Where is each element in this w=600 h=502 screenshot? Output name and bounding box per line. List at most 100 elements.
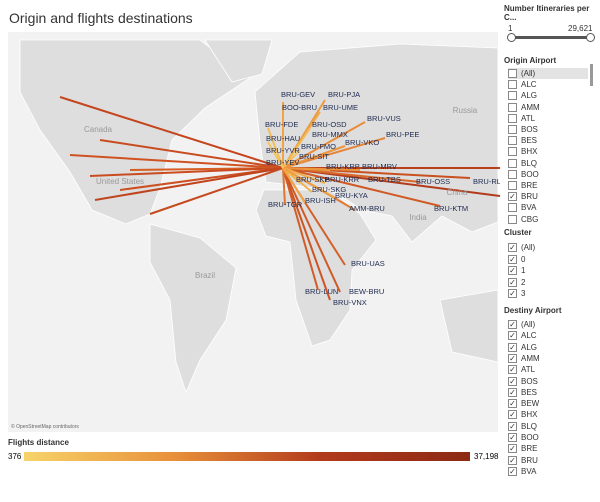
checkbox[interactable]: ✓	[508, 365, 517, 375]
filter-label: BOO	[521, 169, 539, 179]
filter-item[interactable]: ✓ BES	[508, 387, 588, 398]
filter-item[interactable]: BLQ	[508, 158, 588, 169]
checkbox[interactable]: ✓	[508, 387, 517, 397]
filter-item[interactable]: ✓ (All)	[508, 242, 588, 253]
filter-item[interactable]: ✓ BRU	[508, 455, 588, 466]
route-line	[94, 167, 284, 201]
route-line	[282, 167, 326, 184]
checkbox[interactable]	[508, 113, 517, 123]
checkbox[interactable]: ✓	[508, 331, 517, 341]
filter-item[interactable]: CBG	[508, 214, 588, 225]
filter-item[interactable]: ✓ ATL	[508, 364, 588, 375]
checkbox[interactable]: ✓	[508, 342, 517, 352]
filter-item[interactable]: BVA	[508, 202, 588, 213]
filter-item[interactable]: ALG	[508, 90, 588, 101]
checkbox[interactable]: ✓	[508, 376, 517, 386]
checkbox[interactable]: ✓	[508, 466, 517, 476]
filter-item[interactable]: ✓ AMM	[508, 353, 588, 364]
checkbox[interactable]: ✓	[508, 455, 517, 465]
checkbox[interactable]	[508, 214, 517, 224]
filter-label: AMM	[521, 102, 540, 112]
filter-label: (All)	[521, 243, 536, 252]
checkbox[interactable]	[508, 136, 517, 146]
checkbox[interactable]: ✓	[508, 192, 517, 202]
legend-max: 37,198	[474, 452, 499, 461]
filter-item[interactable]: BHX	[508, 146, 588, 157]
filter-item[interactable]: ATL	[508, 113, 588, 124]
checkbox[interactable]: ✓	[508, 243, 517, 252]
filter-item[interactable]: ALC	[508, 79, 588, 90]
checkbox[interactable]: ✓	[508, 254, 517, 264]
route-line	[282, 145, 346, 169]
checkbox[interactable]: ✓	[508, 444, 517, 454]
filter-item[interactable]: ✓ (All)	[508, 319, 588, 330]
route-line	[282, 167, 306, 204]
filter-item[interactable]: BRE	[508, 180, 588, 191]
filter-item[interactable]: ✓ BOO	[508, 432, 588, 443]
checkbox[interactable]	[508, 181, 517, 190]
filter-item[interactable]: ✓ BVA	[508, 466, 588, 477]
filter-label: BES	[521, 387, 538, 397]
route-line	[282, 167, 421, 183]
route-line	[149, 167, 284, 215]
route-label: BRU-UME	[323, 103, 358, 112]
filter-item[interactable]: ✓ BOS	[508, 376, 588, 387]
route-label: BRU-KYA	[335, 191, 368, 200]
slider-track[interactable]	[510, 36, 590, 39]
filter-item[interactable]: AMM	[508, 102, 588, 113]
checkbox[interactable]	[508, 147, 517, 157]
filter-item[interactable]: ✓ ALC	[508, 330, 588, 341]
filter-item[interactable]: BOO	[508, 169, 588, 180]
filter-label: BRU	[521, 455, 538, 465]
filter-item[interactable]: ✓ ALG	[508, 342, 588, 353]
filter-item[interactable]: ✓ BRE	[508, 443, 588, 454]
filter-label: BVA	[521, 466, 537, 476]
route-line	[282, 167, 441, 207]
checkbox[interactable]	[508, 102, 517, 112]
route-label: BRU-RLH	[473, 177, 500, 186]
slider-handle[interactable]	[586, 33, 595, 42]
checkbox[interactable]	[508, 203, 517, 213]
route-label: BRU-PJA	[328, 90, 360, 99]
checkbox[interactable]	[508, 80, 517, 90]
filter-item[interactable]: BOS	[508, 124, 588, 135]
route-line	[282, 167, 313, 193]
filter-item[interactable]: ✓ 0	[508, 254, 588, 265]
land	[19, 39, 499, 394]
filter-item[interactable]: ✓ BLQ	[508, 421, 588, 432]
checkbox[interactable]: ✓	[508, 266, 517, 276]
checkbox[interactable]	[508, 125, 517, 134]
filter-item[interactable]: BES	[508, 135, 588, 146]
checkbox[interactable]: ✓	[508, 353, 517, 363]
scrollbar[interactable]	[590, 64, 593, 86]
filter-label: ALC	[521, 80, 537, 90]
filter-item[interactable]: ✓ 2	[508, 277, 588, 288]
route-label: BRU-FDE	[265, 120, 298, 129]
checkbox[interactable]	[508, 69, 517, 78]
filter-item[interactable]: (All)	[508, 68, 588, 79]
filter-label: BHX	[521, 410, 538, 420]
filter-item[interactable]: ✓ 3	[508, 288, 588, 299]
checkbox[interactable]: ✓	[508, 320, 517, 329]
checkbox[interactable]	[508, 91, 517, 101]
checkbox[interactable]: ✓	[508, 421, 517, 431]
slider-handle[interactable]	[507, 33, 516, 42]
route-label: BRU-MMX	[312, 130, 348, 139]
country-label: Brazil	[195, 271, 215, 280]
checkbox[interactable]	[508, 158, 517, 168]
checkbox[interactable]: ✓	[508, 277, 517, 287]
checkbox[interactable]: ✓	[508, 433, 517, 442]
filter-item[interactable]: ✓ 1	[508, 265, 588, 276]
filter-label: BOS	[521, 376, 538, 386]
checkbox[interactable]: ✓	[508, 289, 517, 299]
checkbox[interactable]	[508, 169, 517, 179]
route-line	[267, 127, 284, 169]
filter-label: AMM	[521, 353, 540, 363]
filter-item[interactable]: ✓ BRU	[508, 191, 588, 202]
filter-label: 3	[521, 289, 526, 299]
checkbox[interactable]: ✓	[508, 399, 517, 409]
route-label: BRU-SKG	[312, 185, 346, 194]
filter-item[interactable]: ✓ BHX	[508, 409, 588, 420]
checkbox[interactable]: ✓	[508, 410, 517, 420]
filter-item[interactable]: ✓ BEW	[508, 398, 588, 409]
